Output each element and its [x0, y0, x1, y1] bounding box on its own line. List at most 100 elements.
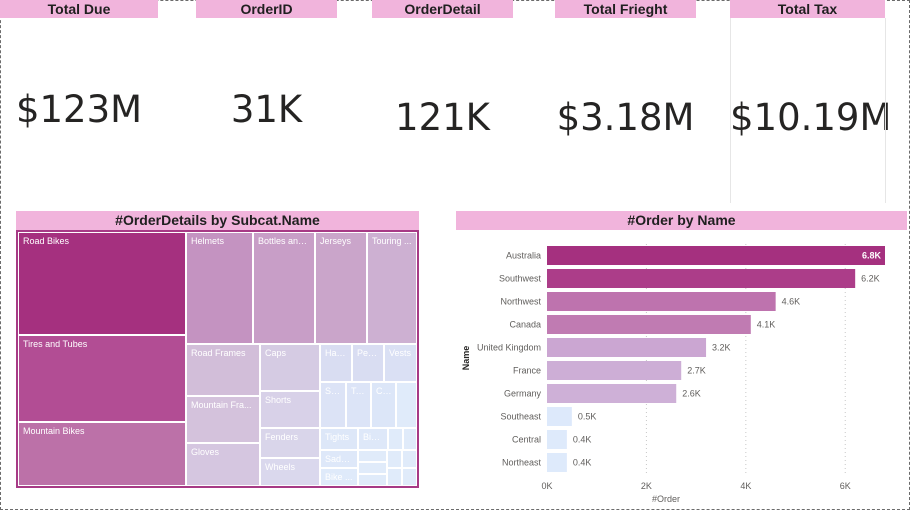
card-border-right	[885, 18, 886, 203]
treemap-tile[interactable]: Touring ...	[367, 232, 417, 344]
x-tick-label: 4K	[740, 481, 751, 491]
bar-central[interactable]	[547, 430, 567, 449]
treemap-tile[interactable]: Mountain Bikes	[18, 422, 186, 486]
treemap-tile[interactable]: Mountain Fra...	[186, 396, 260, 443]
data-label: 6.2K	[861, 274, 880, 284]
treemap-tile-label: Wheels	[265, 462, 296, 472]
treemap-tile[interactable]: So...	[320, 382, 346, 428]
bar-canada[interactable]	[547, 315, 751, 334]
card-title: OrderDetail	[372, 0, 513, 18]
treemap-tile-label: Gloves	[191, 447, 220, 457]
x-axis-title: #Order	[652, 494, 680, 504]
treemap-tile-label: Mountain Fra...	[191, 400, 252, 410]
treemap-tile[interactable]: Gloves	[186, 443, 260, 486]
treemap-tile-label: Tires and Tubes	[23, 339, 88, 349]
treemap-tile[interactable]: Shorts	[260, 391, 320, 428]
data-label: 0.4K	[573, 435, 592, 445]
bar-united-kingdom[interactable]	[547, 338, 707, 357]
treemap-tile[interactable]: Road Bikes	[18, 232, 186, 335]
treemap-tile[interactable]: Tights	[320, 428, 358, 450]
card-title: Total Tax	[730, 0, 885, 18]
bar-germany[interactable]	[547, 384, 677, 403]
y-axis-title: Name	[461, 346, 471, 371]
treemap-tile[interactable]: Vests	[384, 344, 417, 382]
treemap-tile-label: Helmets	[191, 236, 225, 246]
card-total-freight[interactable]: Total Frieght $3.18M	[555, 0, 696, 200]
x-tick-label: 0K	[541, 481, 552, 491]
treemap-tile[interactable]: Caps	[260, 344, 320, 391]
treemap-tile[interactable]	[403, 428, 417, 450]
card-order-detail[interactable]: OrderDetail 121K	[372, 0, 513, 200]
card-value: 31K	[230, 88, 303, 131]
treemap-tile[interactable]	[388, 428, 403, 450]
treemap-tile[interactable]	[402, 450, 417, 468]
category-label: Canada	[509, 320, 541, 330]
treemap-tile-label: Han...	[325, 348, 350, 358]
treemap-tile-label: Caps	[265, 348, 287, 358]
treemap-tile[interactable]: Bib...	[358, 428, 388, 450]
treemap-tile[interactable]: Tires and Tubes	[18, 335, 186, 422]
bar-chart[interactable]: 0K 2K 4K 6K Australia 6.8K Southwest 6.2K Northw…	[456, 232, 907, 510]
treemap-tile-label: Road Frames	[191, 348, 246, 358]
treemap-tile-label: Shorts	[265, 395, 292, 405]
bar-southeast[interactable]	[547, 407, 572, 426]
treemap-tile-label: Fenders	[265, 432, 299, 442]
treemap-tile[interactable]	[358, 462, 387, 474]
treemap-tile[interactable]	[402, 468, 417, 486]
treemap-tile-label: Tights	[325, 432, 350, 442]
category-label: Southeast	[500, 412, 541, 422]
treemap-tile-label: Bib...	[363, 432, 384, 442]
treemap[interactable]: Road Bikes Tires and Tubes Mountain Bikes H…	[16, 230, 419, 488]
treemap-tile-label: Cl...	[376, 386, 393, 396]
data-label: 4.6K	[782, 297, 801, 307]
data-label: 3.2K	[712, 343, 731, 353]
category-label: Central	[512, 435, 541, 445]
data-label: 0.5K	[578, 412, 597, 422]
data-label: 0.4K	[573, 458, 592, 468]
treemap-tile[interactable]: Han...	[320, 344, 352, 382]
treemap-tile[interactable]: Bottles and...	[253, 232, 315, 344]
bar-northwest[interactable]	[547, 292, 776, 311]
treemap-tile-label: Road Bikes	[23, 236, 70, 246]
treemap-tile[interactable]: Road Frames	[186, 344, 260, 396]
treemap-tile[interactable]: Wheels	[260, 458, 320, 486]
treemap-tile[interactable]	[387, 468, 402, 486]
x-tick-label: 2K	[641, 481, 652, 491]
treemap-tile[interactable]: To...	[346, 382, 371, 428]
card-total-tax[interactable]: Total Tax $10.19M	[730, 0, 892, 200]
treemap-tile[interactable]	[358, 474, 387, 486]
card-value: $10.19M	[730, 96, 892, 139]
category-label: Southwest	[499, 274, 542, 284]
x-tick-label: 6K	[840, 481, 851, 491]
treemap-tile-label: Touring ...	[372, 236, 412, 246]
bar-chart-title: #Order by Name	[456, 211, 907, 230]
treemap-tile-label: Ped...	[357, 348, 381, 358]
treemap-tile[interactable]	[387, 450, 402, 468]
treemap-tile-label: Saddl...	[325, 454, 356, 464]
treemap-tile[interactable]: Bike ...	[320, 468, 358, 486]
card-total-due[interactable]: Total Due $123M	[0, 0, 158, 200]
treemap-tile[interactable]: Helmets	[186, 232, 253, 344]
card-value: 121K	[395, 96, 490, 139]
treemap-tile-label: Mountain Bikes	[23, 426, 85, 436]
treemap-title: #OrderDetails by Subcat.Name	[16, 211, 419, 230]
treemap-tile-label: Bottles and...	[258, 236, 311, 246]
treemap-tile-label: So...	[325, 386, 344, 396]
treemap-tile[interactable]: Cl...	[371, 382, 396, 428]
treemap-tile[interactable]	[396, 382, 417, 428]
treemap-tile[interactable]: Ped...	[352, 344, 384, 382]
card-order-id[interactable]: OrderID 31K	[196, 0, 337, 200]
treemap-tile-label: Vests	[389, 348, 412, 358]
treemap-tile[interactable]	[358, 450, 387, 462]
treemap-tile[interactable]: Saddl...	[320, 450, 358, 468]
bar-australia[interactable]	[547, 246, 885, 265]
treemap-tile[interactable]: Fenders	[260, 428, 320, 458]
bar-southwest[interactable]	[547, 269, 856, 288]
treemap-tile[interactable]: Jerseys	[315, 232, 367, 344]
bar-france[interactable]	[547, 361, 682, 380]
category-label: Germany	[504, 389, 542, 399]
bar-northeast[interactable]	[547, 453, 567, 472]
treemap-tile-label: Jerseys	[320, 236, 352, 246]
category-label: France	[513, 366, 541, 376]
data-label: 4.1K	[757, 320, 776, 330]
